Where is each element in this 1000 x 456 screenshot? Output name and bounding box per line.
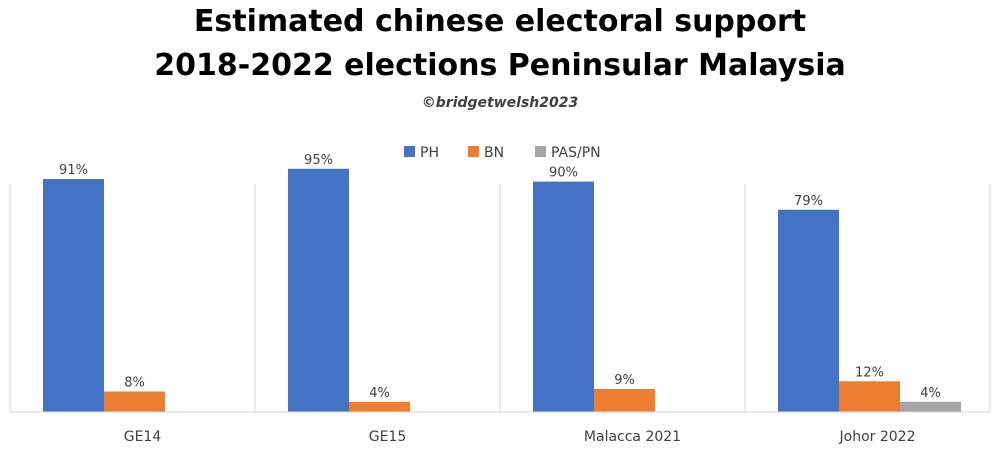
bar-johor-2022-pas-pn [900, 401, 961, 412]
legend-swatch-bn [468, 146, 479, 157]
legend-swatch-ph [404, 146, 415, 157]
panel-separators [9, 184, 991, 412]
chart-bars [43, 168, 961, 412]
value-label-malacca-2021-ph: 90% [549, 166, 578, 181]
bar-ge14-ph [43, 179, 104, 412]
legend-item-bn: BN [468, 145, 504, 161]
value-label-ge15-bn: 4% [369, 386, 390, 401]
bar-malacca-2021-ph [533, 181, 594, 412]
chart-legend: PH BN PAS/PN [404, 145, 601, 161]
legend-swatch-pas-pn [535, 146, 546, 157]
value-label-ge14-ph: 91% [59, 163, 88, 178]
chart-title-line-2: 2018-2022 elections Peninsular Malaysia [154, 48, 846, 83]
bar-johor-2022-ph [778, 209, 839, 412]
category-label-ge15: GE15 [369, 429, 407, 445]
chart-credit: ©bridgetwelsh2023 [421, 95, 579, 111]
chart-category-labels: GE14 GE15 Malacca 2021 Johor 2022 [124, 429, 916, 445]
bar-ge15-bn [349, 401, 410, 412]
chart-value-labels: 91% 8% 95% 4% 90% 9% 79% 12% 4% [59, 153, 941, 401]
bar-malacca-2021-bn [594, 388, 655, 412]
category-label-ge14: GE14 [124, 429, 162, 445]
legend-label-bn: BN [484, 145, 504, 161]
legend-label-pas-pn: PAS/PN [551, 145, 601, 161]
legend-item-pas-pn: PAS/PN [535, 145, 601, 161]
legend-item-ph: PH [404, 145, 439, 161]
chart-title-line-1: Estimated chinese electoral support [193, 4, 807, 39]
value-label-ge15-ph: 95% [304, 153, 333, 168]
bar-ge15-ph [288, 168, 349, 412]
bar-ge14-bn [104, 391, 165, 412]
value-label-johor-2022-bn: 12% [855, 365, 884, 380]
bar-johor-2022-bn [839, 381, 900, 412]
legend-label-ph: PH [420, 145, 439, 161]
value-label-johor-2022-ph: 79% [794, 194, 823, 209]
category-label-malacca-2021: Malacca 2021 [584, 429, 681, 445]
value-label-malacca-2021-bn: 9% [614, 373, 635, 388]
category-label-johor-2022: Johor 2022 [839, 429, 916, 445]
value-label-ge14-bn: 8% [124, 376, 145, 391]
value-label-johor-2022-pas-pn: 4% [920, 386, 941, 401]
